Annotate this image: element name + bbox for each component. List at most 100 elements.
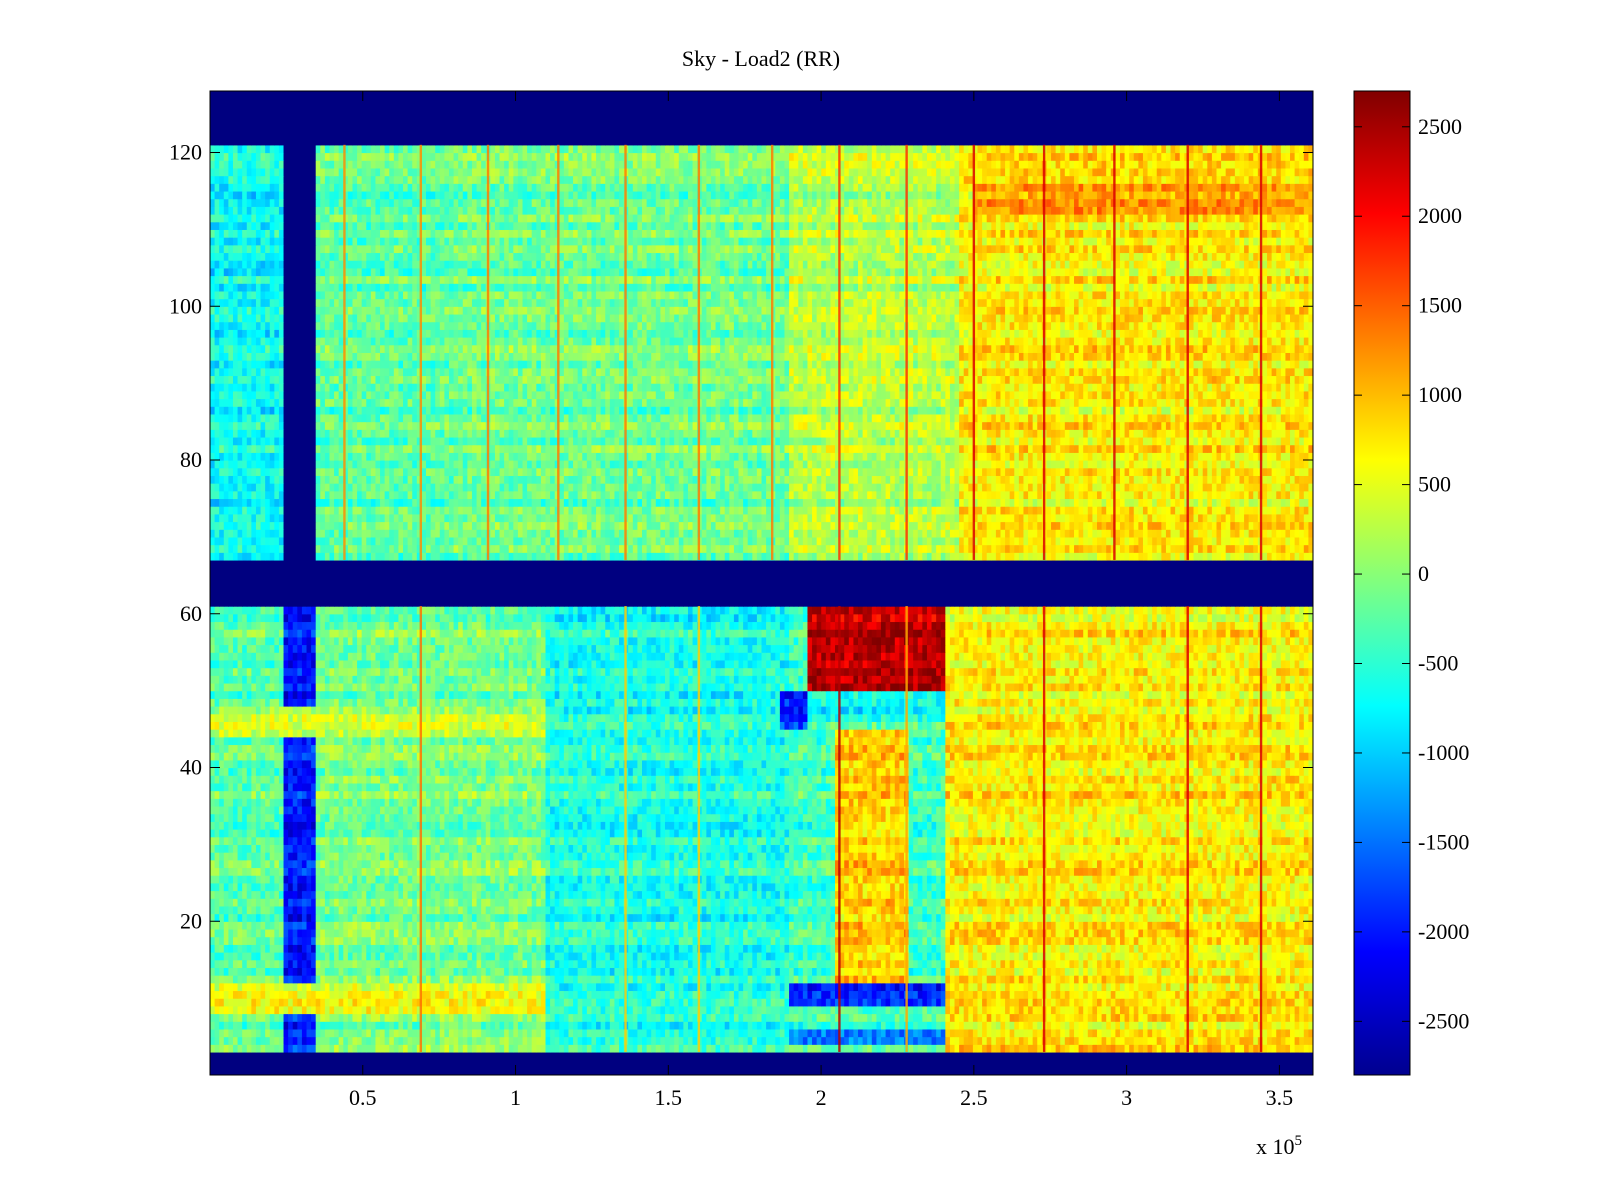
heatmap-cell <box>959 1059 965 1068</box>
heatmap-cell <box>559 1013 565 1022</box>
heatmap-cell <box>642 936 648 945</box>
heatmap-cell <box>1202 990 1208 999</box>
heatmap-cell <box>1092 913 1098 922</box>
heatmap-cell <box>885 1021 891 1030</box>
heatmap-cell <box>747 1013 753 1022</box>
heatmap-cell <box>223 990 229 999</box>
heatmap-cell <box>1257 1059 1264 1068</box>
heatmap-cell <box>508 952 514 961</box>
heatmap-cell <box>1225 936 1231 945</box>
heatmap-cell <box>274 1059 280 1068</box>
heatmap-cell <box>338 975 344 984</box>
heatmap-cell <box>678 1051 684 1061</box>
heatmap-cell <box>853 1051 859 1061</box>
heatmap-cell <box>715 1028 721 1038</box>
heatmap-cell <box>260 936 266 945</box>
heatmap-cell <box>1299 990 1305 999</box>
heatmap-cell <box>936 936 942 945</box>
heatmap-cell <box>251 1013 257 1022</box>
heatmap-cell <box>531 1051 537 1061</box>
heatmap-cell <box>775 1044 781 1053</box>
heatmap-cell <box>839 1005 845 1015</box>
heatmap-cell <box>968 1067 974 1075</box>
heatmap-cell <box>315 990 321 999</box>
heatmap-cell <box>265 990 271 999</box>
heatmap-cell <box>756 967 763 976</box>
heatmap-cell <box>536 944 542 953</box>
heatmap-cell <box>1299 959 1305 968</box>
heatmap-cell <box>913 936 919 945</box>
heatmap-cell <box>899 975 905 984</box>
heatmap-cell <box>1014 1059 1020 1068</box>
heatmap-cell <box>619 936 625 945</box>
heatmap-cell <box>779 936 786 945</box>
heatmap-cell <box>586 928 593 938</box>
heatmap-cell <box>361 1067 367 1075</box>
heatmap-cell <box>476 982 482 992</box>
heatmap-cell <box>1175 1051 1181 1061</box>
heatmap-cell <box>517 913 524 922</box>
heatmap-cell <box>1018 1059 1025 1068</box>
heatmap-cell <box>756 1036 763 1045</box>
heatmap-cell <box>582 936 588 945</box>
heatmap-cell <box>1092 975 1098 984</box>
heatmap-cell <box>1161 1059 1167 1068</box>
heatmap-cell <box>890 1021 896 1030</box>
heatmap-cell <box>1092 990 1098 999</box>
heatmap-cell <box>862 921 868 930</box>
heatmap-cell <box>660 967 666 976</box>
heatmap-cell <box>963 1051 969 1061</box>
heatmap-cell <box>1023 990 1029 999</box>
heatmap-cell <box>315 1051 321 1061</box>
heatmap-cell <box>306 936 312 945</box>
heatmap-cell <box>986 936 992 945</box>
heatmap-cell <box>871 1059 877 1068</box>
heatmap-cell <box>343 928 349 938</box>
heatmap-cell <box>1097 1059 1103 1068</box>
heatmap-cell <box>991 921 997 930</box>
heatmap-cell <box>678 1036 684 1045</box>
heatmap-cell <box>1253 1044 1259 1053</box>
heatmap-cell <box>655 921 661 930</box>
heatmap-cell <box>522 952 528 961</box>
heatmap-cell <box>1230 928 1236 938</box>
heatmap-cell <box>986 1028 992 1038</box>
heatmap-cell <box>926 944 933 953</box>
heatmap-cell <box>1276 998 1282 1007</box>
heatmap-cell <box>334 1028 340 1038</box>
heatmap-cell <box>646 990 652 999</box>
heatmap-cell <box>1290 998 1296 1007</box>
heatmap-cell <box>380 921 386 930</box>
heatmap-cell <box>664 928 671 938</box>
heatmap-cell <box>890 990 896 999</box>
heatmap-cell <box>747 1067 753 1075</box>
heatmap-cell <box>210 982 216 992</box>
heatmap-cell <box>265 1013 271 1022</box>
heatmap-cell <box>407 990 413 999</box>
heatmap-cell <box>577 1044 583 1053</box>
heatmap-cell <box>251 990 257 999</box>
heatmap-cell <box>1046 1005 1052 1015</box>
heatmap-cell <box>692 1059 698 1068</box>
heatmap-cell <box>223 1028 229 1038</box>
heatmap-cell <box>844 944 850 953</box>
heatmap-cell <box>876 982 882 992</box>
heatmap-cell <box>435 944 441 953</box>
heatmap-cell <box>1147 1021 1153 1030</box>
heatmap-cell <box>1083 921 1089 930</box>
heatmap-cell <box>798 1067 804 1075</box>
heatmap-cell <box>1267 944 1273 953</box>
heatmap-cell <box>853 928 859 938</box>
heatmap-cell <box>370 936 377 945</box>
heatmap-cell <box>619 1021 625 1030</box>
heatmap-cell <box>931 982 937 992</box>
heatmap-cell <box>306 959 312 968</box>
heatmap-cell <box>237 936 243 945</box>
heatmap-cell <box>664 944 671 953</box>
heatmap-cell <box>361 975 367 984</box>
heatmap-cell <box>370 1005 377 1015</box>
heatmap-cell <box>462 944 468 953</box>
heatmap-cell <box>444 1021 450 1030</box>
heatmap-cell <box>674 1021 680 1030</box>
heatmap-cell <box>609 1036 616 1045</box>
